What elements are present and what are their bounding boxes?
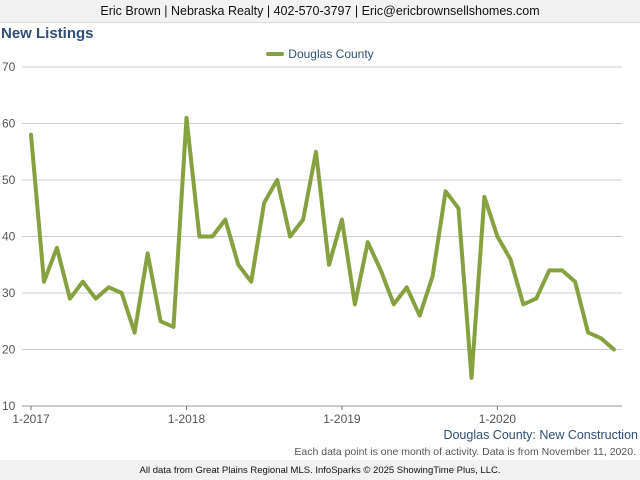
data-point (68, 297, 72, 301)
data-note: Each data point is one month of activity… (294, 446, 636, 458)
line-chart: 10 20 30 40 50 60 70 1-2017 1-2018 1-2019 1-2020 (2, 60, 622, 426)
data-point (301, 218, 305, 222)
data-point (275, 178, 279, 182)
data-point (262, 201, 266, 205)
data-point (288, 235, 292, 239)
data-point (444, 189, 448, 193)
series-layer (29, 115, 616, 380)
data-point (42, 280, 46, 284)
data-point (249, 280, 253, 284)
contact-line: Eric Brown | Nebraska Realty | 402-570-3… (100, 4, 540, 18)
data-point (379, 268, 383, 272)
data-point (366, 240, 370, 244)
y-tick-label: 50 (2, 173, 16, 187)
data-point (223, 218, 227, 222)
legend-label: Douglas County (288, 47, 374, 61)
gridlines (22, 66, 622, 407)
data-point (457, 206, 461, 210)
data-point (418, 314, 422, 318)
data-point (612, 348, 616, 352)
data-point (184, 116, 188, 120)
chart-area: 10 20 30 40 50 60 70 1-2017 1-2018 1-2019 1-2020 D… (0, 40, 640, 440)
x-tick-label: 1-2020 (479, 412, 517, 426)
data-point (146, 251, 150, 255)
y-tick-label: 60 (2, 117, 16, 131)
data-point (197, 235, 201, 239)
data-point (327, 263, 331, 267)
page-title: New Listings (1, 25, 94, 42)
data-point (431, 274, 435, 278)
data-point (534, 297, 538, 301)
axes: 10 20 30 40 50 60 70 1-2017 1-2018 1-2019 1-2020 (2, 60, 622, 426)
data-point (405, 285, 409, 289)
data-point (172, 325, 176, 329)
legend: Douglas County (0, 47, 640, 61)
data-point (560, 268, 564, 272)
source-footer: All data from Great Plains Regional MLS.… (0, 460, 640, 480)
data-point (107, 285, 111, 289)
x-tick-label: 1-2018 (168, 412, 206, 426)
x-tick-label: 1-2019 (323, 412, 361, 426)
x-tick-label: 1-2017 (12, 412, 50, 426)
data-point (29, 133, 33, 137)
data-point (314, 150, 318, 154)
y-tick-label: 30 (2, 286, 16, 300)
data-point (120, 291, 124, 295)
data-point (55, 246, 59, 250)
series-line-douglas-county (29, 115, 616, 380)
y-tick-label: 10 (2, 399, 16, 413)
legend-swatch (266, 52, 285, 56)
data-point (495, 235, 499, 239)
data-point (573, 280, 577, 284)
data-point (159, 319, 163, 323)
contact-header: Eric Brown | Nebraska Realty | 402-570-3… (0, 0, 640, 23)
y-tick-label: 70 (2, 60, 16, 74)
data-point (392, 302, 396, 306)
data-point (521, 302, 525, 306)
data-point (340, 218, 344, 222)
data-point (94, 297, 98, 301)
data-point (236, 263, 240, 267)
data-point (210, 235, 214, 239)
data-point (586, 331, 590, 335)
chart-caption: Douglas County: New Construction (443, 428, 638, 442)
source-text: All data from Great Plains Regional MLS.… (139, 464, 501, 476)
data-point (353, 302, 357, 306)
data-point (547, 268, 551, 272)
data-point (133, 331, 137, 335)
y-tick-label: 40 (2, 230, 16, 244)
data-point (482, 195, 486, 199)
data-point (469, 376, 473, 380)
data-point (508, 257, 512, 261)
data-point (81, 280, 85, 284)
data-point (599, 336, 603, 340)
y-tick-label: 20 (2, 343, 16, 357)
